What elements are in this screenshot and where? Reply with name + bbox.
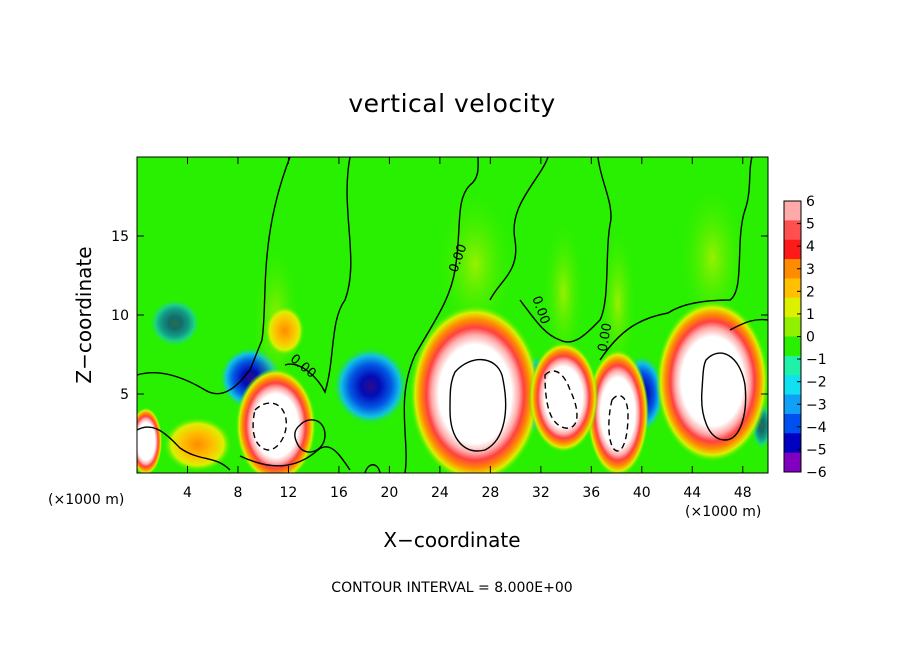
x-tick-label: 48 [734,485,752,501]
x-tick-label: 40 [633,485,651,501]
colorbar-tick-label: 6 [806,194,815,210]
colorbar-tick-label: −3 [806,397,827,413]
updraft-contour [701,352,747,441]
zero-contour [137,426,231,471]
colorbar-tick-label: −2 [806,375,827,391]
updraft-region [235,368,317,473]
zero-contour [403,157,479,473]
x-tick-label: 20 [380,485,398,501]
y-tick-label: 5 [120,387,129,403]
updraft-plume [598,223,638,382]
zero-contour [284,157,352,394]
zero-contour [729,318,768,331]
x-unit-right: (×1000 m) [685,504,761,520]
colorbar-swatch [784,201,801,221]
colorbar-swatch [784,433,801,454]
colorbar-tick-label: −6 [806,465,827,481]
downdraft-contour [252,402,287,451]
downdraft-region [149,299,201,347]
colorbar-swatch [784,336,801,357]
plot-area: 0.00 0.00 0.00 0.00 [137,157,768,473]
y-axis-label: Z−coordinate [72,246,96,383]
x-axis-label: X−coordinate [383,528,520,552]
updraft-plume [434,185,517,344]
colorbar-swatch [784,297,801,318]
updraft-plume [541,213,586,372]
colorbar-swatch [784,452,801,473]
colorbar-swatch [784,394,801,415]
x-unit-left: (×1000 m) [48,492,124,508]
updraft-region [264,305,305,357]
updraft-region [528,341,599,453]
colorbar-swatch [784,278,801,299]
x-tick-label: 16 [330,485,348,501]
x-tick-label: 8 [233,485,242,501]
colorbar-tick-label: 1 [806,307,815,323]
colorbar: 6 5 4 3 2 1 0 −1 −2 −3 −4 −5 −6 [783,194,827,481]
colorbar-tick-label: −1 [806,352,827,368]
updraft-region [162,416,233,473]
colorbar-swatch [784,413,801,434]
x-tick-label: 36 [582,485,600,501]
colorbar-swatch [784,317,801,337]
colorbar-swatch [784,259,801,279]
colorbar-tick-label: −4 [806,420,827,436]
colorbar-tick-label: 2 [806,284,815,300]
downdraft-region [332,346,409,426]
zero-contour [294,419,326,453]
updraft-contour [449,358,507,452]
contour-interval-note: CONTOUR INTERVAL = 8.000E+00 [331,580,572,596]
downdraft-contour [608,395,629,452]
colorbar-tick-label: 0 [806,330,815,346]
x-tick-label: 4 [183,485,192,501]
zero-contour [489,157,549,301]
colorbar-tick-label: 5 [806,217,815,233]
zero-contour [364,464,381,473]
velocity-field [137,179,768,473]
x-axis: 4 8 12 16 20 24 28 32 36 40 44 48 [183,157,752,501]
zero-contour [519,157,612,343]
y-axis: 5 10 15 [111,229,768,403]
updraft-region [137,407,163,473]
colorbar-swatch [784,239,801,260]
x-tick-label: 24 [431,485,449,501]
y-tick-label: 15 [111,229,129,245]
zero-contour [239,446,351,471]
colorbar-tick-label: −5 [806,442,827,458]
zero-contour [137,157,291,395]
y-tick-label: 10 [111,308,129,324]
updraft-region [655,300,768,463]
colorbar-swatch [784,375,801,396]
updraft-plume [677,179,748,338]
updraft-region [409,304,542,473]
chart-title: vertical velocity [348,89,555,118]
x-tick-label: 28 [481,485,499,501]
contour-label: 0.00 [596,322,616,353]
contour-lines [137,157,768,473]
colorbar-swatch [784,220,801,241]
x-tick-label: 12 [280,485,298,501]
zero-contour [599,157,753,361]
updraft-region [586,348,649,473]
colorbar-tick-label: 3 [806,262,815,278]
colorbar-swatch [784,355,801,376]
x-tick-label: 44 [683,485,701,501]
x-tick-label: 32 [532,485,550,501]
colorbar-tick-label: 4 [806,239,815,255]
